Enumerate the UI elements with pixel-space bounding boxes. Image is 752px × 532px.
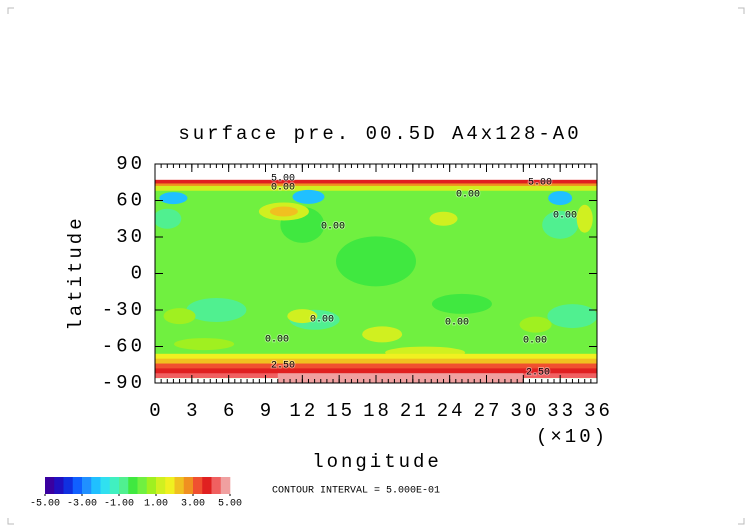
- x-tick-label: 18: [363, 400, 392, 422]
- colorbar-box: [82, 477, 92, 494]
- x-scale-note: (×10): [536, 426, 608, 448]
- contour-label: 0.00: [456, 190, 480, 201]
- contour-blob: [269, 206, 298, 217]
- x-tick-label: 36: [584, 400, 613, 422]
- contour-blob: [547, 304, 597, 329]
- y-tick-label: 90: [116, 153, 145, 175]
- colorbar-label: -1.00: [104, 499, 134, 510]
- contour-blob: [159, 192, 188, 205]
- x-tick-label: 9: [260, 400, 274, 422]
- colorbar-box: [146, 477, 157, 494]
- colorbar-box: [211, 477, 222, 494]
- field-band: [155, 353, 597, 362]
- contour-label: 0.00: [265, 335, 289, 346]
- x-tick-label: 6: [223, 400, 237, 422]
- x-tick-label: 24: [437, 400, 466, 422]
- colorbar-box: [174, 477, 185, 494]
- contour-label: 0.00: [321, 222, 345, 233]
- contour-blob: [542, 210, 579, 239]
- y-tick-label: -60: [102, 336, 145, 358]
- colorbar-box: [202, 477, 212, 494]
- colorbar-box: [220, 477, 231, 494]
- x-tick-label: 27: [474, 400, 503, 422]
- corner-marks: [7, 7, 745, 525]
- x-axis-label: longitude: [312, 451, 442, 473]
- contour-blob: [548, 191, 573, 206]
- field-band: [155, 363, 597, 370]
- colorbar-label: -5.00: [30, 499, 60, 510]
- contour-blob: [292, 189, 325, 204]
- colorbar-box: [183, 477, 194, 494]
- contour-blob: [155, 208, 182, 229]
- contour-label: 0.00: [310, 315, 334, 326]
- y-tick-label: 30: [116, 226, 145, 248]
- contour-blob: [174, 338, 235, 351]
- y-tick-label: 0: [131, 263, 145, 285]
- field-band: [155, 185, 597, 191]
- colorbar-box: [91, 477, 101, 494]
- contour-blob: [519, 316, 552, 333]
- colorbar-label: -3.00: [67, 499, 97, 510]
- colorbar-label: 1.00: [144, 499, 168, 510]
- colorbar-box: [54, 477, 64, 494]
- y-axis-label: latitude: [65, 215, 87, 330]
- y-tick-label: -30: [102, 299, 145, 321]
- contour-label: 2.50: [526, 368, 550, 379]
- field-band: [155, 358, 597, 365]
- x-tick-label: 15: [326, 400, 355, 422]
- x-tick-label: 33: [547, 400, 576, 422]
- contour-label: 5.00: [271, 174, 295, 185]
- colorbar-box: [156, 477, 166, 494]
- colorbar-box: [165, 477, 175, 494]
- contour-label: 0.00: [445, 318, 469, 329]
- contour-blob: [431, 293, 492, 314]
- field-band: [155, 183, 597, 188]
- contour-label: 2.50: [271, 361, 295, 372]
- colorbar-label: 3.00: [181, 499, 205, 510]
- contour-blob: [287, 309, 318, 324]
- contour-blob: [336, 236, 416, 287]
- y-tick-label: -90: [102, 372, 145, 394]
- colorbar-box: [45, 477, 55, 494]
- contour-blob: [576, 204, 593, 233]
- contour-label: 0.00: [553, 211, 577, 222]
- contour-label: 5.00: [528, 178, 552, 189]
- y-tick-label: 60: [116, 190, 145, 212]
- contour-blob: [163, 308, 196, 325]
- colorbar-box: [100, 477, 111, 494]
- colorbar-box: [193, 477, 203, 494]
- x-tick-label: 0: [149, 400, 163, 422]
- contour-interval: CONTOUR INTERVAL = 5.000E-01: [272, 486, 440, 497]
- contour-blob: [362, 326, 403, 343]
- x-tick-label: 21: [400, 400, 429, 422]
- field-band: [155, 179, 597, 185]
- colorbar-box: [109, 477, 120, 494]
- colorbar-box: [128, 477, 138, 494]
- contour-label: 0.00: [523, 336, 547, 347]
- field-band: [155, 368, 597, 375]
- contour-label: 0.00: [271, 183, 295, 194]
- field-band: [277, 373, 524, 383]
- colorbar-box: [137, 477, 148, 494]
- colorbar-box: [63, 477, 74, 494]
- x-tick-label: 12: [289, 400, 318, 422]
- contour-blob: [429, 211, 458, 226]
- contour-blob: [186, 298, 247, 322]
- colorbar-box: [119, 477, 129, 494]
- contour-field: [155, 164, 597, 383]
- x-tick-label: 3: [186, 400, 200, 422]
- colorbar-label: 5.00: [218, 499, 242, 510]
- colorbar-box: [72, 477, 83, 494]
- chart-title: surface pre. 00.5D A4x128-A0: [178, 123, 581, 145]
- x-tick-label: 30: [510, 400, 539, 422]
